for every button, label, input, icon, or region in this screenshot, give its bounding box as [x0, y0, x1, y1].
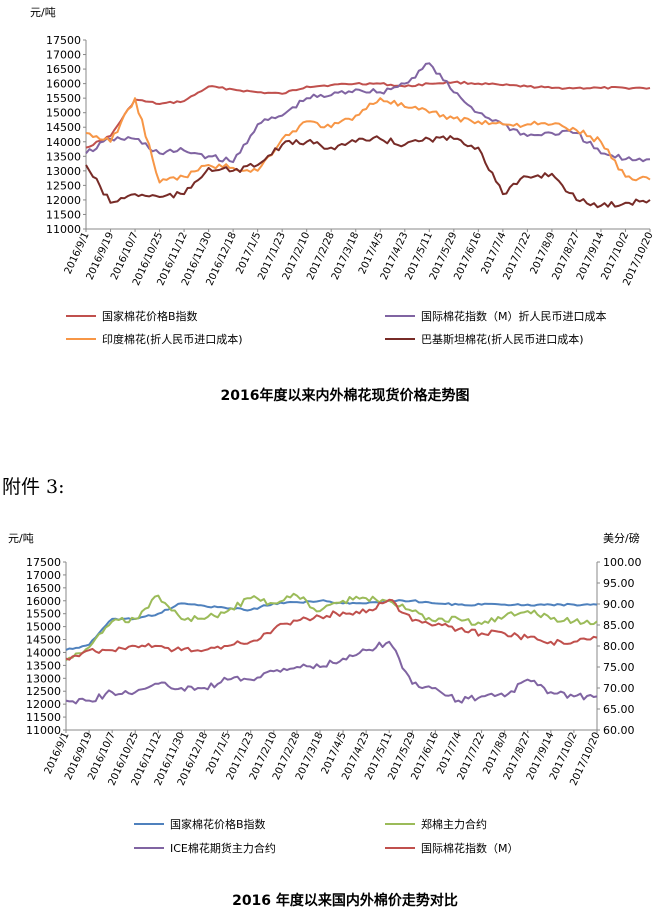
y2-tick-label: 90.00 [603, 598, 635, 611]
y2-tick-label: 95.00 [603, 577, 635, 590]
y2-tick-label: 85.00 [603, 619, 635, 632]
series-line-2 [85, 62, 651, 164]
y-tick-label: 12500 [46, 179, 81, 192]
y-tick-label: 15500 [46, 92, 81, 105]
legend-label-3: ICE棉花期货主力合约 [170, 841, 276, 855]
y-tick-label: 12500 [26, 685, 61, 698]
y-axis-unit-label: 元/吨 [30, 6, 56, 19]
y2-tick-label: 80.00 [603, 640, 635, 653]
y2-tick-label: 100.00 [603, 556, 642, 569]
y-tick-label: 13000 [46, 165, 81, 178]
y2-axis-unit-label: 美分/磅 [603, 531, 640, 545]
y-tick-label: 14000 [46, 136, 81, 149]
y-tick-label: 16000 [26, 595, 61, 608]
y-tick-label: 15000 [26, 621, 61, 634]
y-tick-label: 17000 [26, 569, 61, 582]
y-tick-label: 11000 [46, 223, 81, 236]
y-tick-label: 16500 [26, 582, 61, 595]
y-axis-unit-label: 元/吨 [8, 532, 34, 545]
chart-1-caption: 2016年度以来内外棉花现货价格走势图 [221, 387, 470, 404]
y-tick-label: 14000 [26, 646, 61, 659]
y-tick-label: 13000 [26, 672, 61, 685]
legend-label-4: 国际棉花指数（M） [421, 841, 519, 855]
y-tick-label: 14500 [26, 634, 61, 647]
legend-label-2: 郑棉主力合约 [421, 817, 487, 831]
series-line-1 [85, 80, 651, 149]
y-tick-label: 17000 [46, 49, 81, 62]
legend-label-1: 国家棉花价格B指数 [170, 817, 266, 831]
y-tick-label: 16500 [46, 63, 81, 76]
y-tick-label: 16000 [46, 78, 81, 91]
y-tick-label: 17500 [46, 34, 81, 47]
series-line-3 [65, 640, 598, 705]
y-tick-label: 13500 [26, 659, 61, 672]
y-tick-label: 13500 [46, 150, 81, 163]
series-line-4 [65, 598, 598, 661]
y-tick-label: 14500 [46, 121, 81, 134]
legend-label-1: 国家棉花价格B指数 [102, 309, 198, 323]
y-tick-label: 12000 [46, 194, 81, 207]
y-tick-label: 11500 [46, 208, 81, 221]
y-tick-label: 11500 [26, 711, 61, 724]
legend-label-2: 国际棉花指数（M）折人民币进口成本 [421, 309, 607, 323]
y2-tick-label: 75.00 [603, 661, 635, 674]
series-line-4 [85, 135, 651, 209]
y-tick-label: 12000 [26, 698, 61, 711]
y2-tick-label: 65.00 [603, 703, 635, 716]
y2-tick-label: 60.00 [603, 724, 635, 737]
attachment-label: 附件 3: [2, 476, 65, 498]
y-tick-label: 15000 [46, 107, 81, 120]
series-line-3 [85, 97, 651, 184]
legend-label-4: 巴基斯坦棉花(折人民币进口成本) [421, 332, 584, 346]
y2-tick-label: 70.00 [603, 682, 635, 695]
y-tick-label: 17500 [26, 556, 61, 569]
series-line-2 [65, 592, 598, 662]
y-tick-label: 11000 [26, 724, 61, 737]
legend-label-3: 印度棉花(折人民币进口成本) [102, 332, 243, 346]
chart-2-caption: 2016 年度以来国内外棉价走势对比 [232, 892, 458, 909]
series-line-1 [65, 599, 598, 651]
chart-price-comparison: 元/吨 美分/磅 110001150012000125001300013500140… [8, 531, 642, 855]
y-tick-label: 15500 [26, 608, 61, 621]
